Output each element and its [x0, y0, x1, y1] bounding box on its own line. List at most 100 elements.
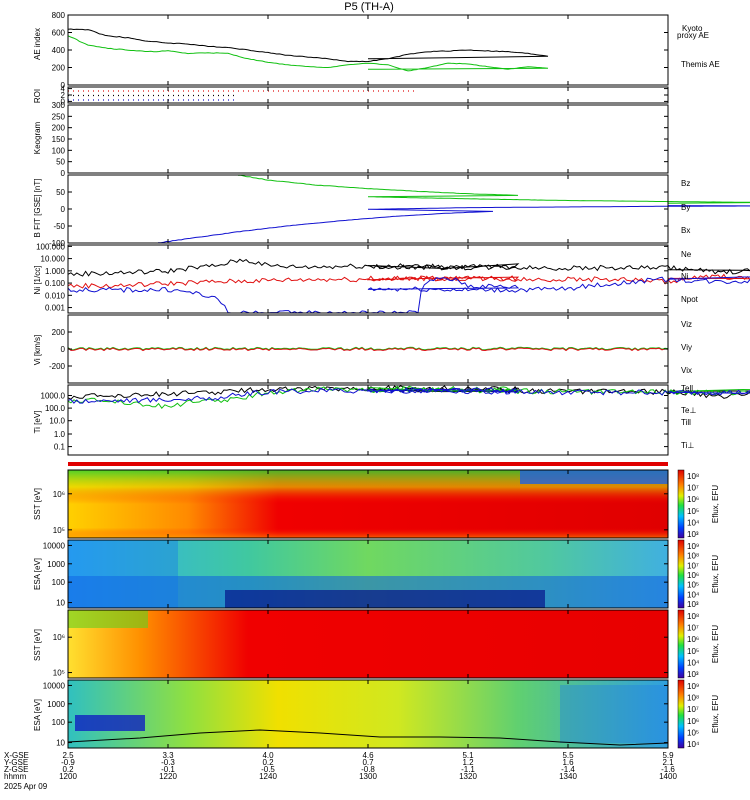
- esa_ion-ytick-label: 10: [56, 739, 65, 748]
- density-ytick-label: 100.000: [36, 242, 65, 251]
- sst_electron-ytick-label: 10⁵: [53, 526, 65, 535]
- time-axis-xgse-value: 5.9: [662, 751, 674, 760]
- time-axis-row-label: hhmm: [4, 772, 27, 781]
- time-axis-hhmm-value: 1220: [159, 772, 177, 781]
- time-axis-zgse-value: -0.1: [161, 765, 175, 774]
- chart-marks: [67, 28, 750, 746]
- esa_electron-ytick-label: 10000: [43, 541, 66, 550]
- sst_ion-colorbar-tick: 10⁶: [687, 635, 699, 644]
- velocity-legend-item: Viz: [681, 320, 692, 329]
- esa_electron-ytick-label: 10: [56, 599, 65, 608]
- ae-legend-item: Themis AE: [681, 60, 720, 69]
- roi-ytick-label: 4: [61, 85, 66, 94]
- time-axis-xgse-value: 3.3: [162, 751, 174, 760]
- ae-ytick-label: 600: [52, 29, 66, 38]
- velocity-legend-item: Vix: [681, 366, 692, 375]
- keogram-ytick-label: 50: [56, 158, 65, 167]
- esa_electron-colorbar-tick: 10⁹: [687, 542, 699, 551]
- esa_electron-colorbar-tick: 10⁵: [687, 581, 699, 590]
- esa_ion-colorbar: [677, 679, 685, 749]
- sst_ion-spectrogram: [68, 610, 668, 678]
- sst_ion-ylabel: SST [eV]: [33, 629, 42, 661]
- esa_electron-colorbar-label: Eflux, EFU: [711, 555, 720, 593]
- sst_ion-colorbar-tick: 10⁴: [687, 658, 700, 667]
- esa_ion-colorbar-tick: 10⁹: [687, 682, 699, 691]
- time-axis-xgse-value: 5.1: [462, 751, 474, 760]
- keogram-frame: [67, 104, 669, 174]
- bfield-series-bx: [158, 205, 750, 244]
- esa_ion-ylabel: ESA [eV]: [33, 699, 42, 731]
- velocity-ytick-label: 0: [61, 345, 66, 354]
- bfield-ytick-label: -100: [49, 239, 66, 248]
- time-axis-zgse-value: -1.4: [561, 765, 575, 774]
- keogram-ytick-label: 300: [52, 101, 66, 110]
- temperature-series-till: [67, 385, 750, 409]
- esa-ion-low-band: [75, 715, 145, 731]
- temperature-ytick-label: 0.1: [54, 443, 66, 452]
- sst_ion-ytick-label: 10⁵: [53, 669, 65, 678]
- esa_ion-ytick-label: 1000: [47, 700, 65, 709]
- time-axis-ygse-value: -0.9: [61, 758, 75, 767]
- time-axis-row-label: Z-GSE: [4, 765, 28, 774]
- sst_electron-colorbar-tick: 10⁷: [687, 484, 699, 493]
- sst_ion-ytick-label: 10⁶: [53, 633, 65, 642]
- ae-legend-item: proxy AE: [677, 31, 709, 40]
- velocity-series-viy: [67, 346, 669, 351]
- esa_ion-colorbar-label: Eflux, EFU: [711, 695, 720, 733]
- esa_electron-colorbar: [677, 539, 685, 609]
- time-axis-row-label: 2025 Apr 09: [4, 782, 48, 791]
- time-axis-ygse-value: 1.2: [462, 758, 474, 767]
- esa_electron-ytick-label: 1000: [47, 560, 65, 569]
- esa-electron-dark-band: [225, 590, 545, 608]
- bfield-legend-item: Bz: [681, 179, 690, 188]
- ae-ylabel: AE index: [33, 28, 42, 60]
- density-legend-item: Ni: [681, 272, 689, 281]
- esa_electron-ylabel: ESA [eV]: [33, 558, 42, 590]
- keogram-ytick-label: 200: [52, 124, 66, 133]
- density-series-npot: [67, 276, 750, 314]
- esa_ion-colorbar-tick: 10⁷: [687, 705, 699, 714]
- time-axis-zgse-value: -1.1: [461, 765, 475, 774]
- temperature-ytick-label: 100.0: [45, 404, 66, 413]
- velocity-ytick-label: 200: [52, 328, 66, 337]
- time-axis-ygse-value: -0.3: [161, 758, 175, 767]
- esa_ion-colorbar-tick: 10⁴: [687, 740, 700, 749]
- esa_electron-colorbar-tick: 10⁷: [687, 561, 699, 570]
- time-axis-row-label: X-GSE: [4, 751, 29, 760]
- temperature-legend-item: Te⊥: [681, 406, 696, 415]
- keogram-ytick-label: 100: [52, 146, 66, 155]
- sst-electron-high-band: [520, 470, 668, 484]
- keogram-ytick-label: 0: [61, 169, 66, 178]
- sst-ion-left-band: [68, 610, 148, 628]
- time-axis-xgse-value: 4.0: [262, 751, 274, 760]
- time-axis-hhmm-value: 1240: [259, 772, 277, 781]
- temperature-legend-item: Till: [681, 418, 691, 427]
- density-ytick-label: 0.100: [45, 279, 66, 288]
- density-ytick-label: 0.010: [45, 291, 66, 300]
- time-axis-xgse-value: 4.6: [362, 751, 374, 760]
- temperature-legend-item: Tell: [681, 384, 693, 393]
- time-axis-hhmm-value: 1340: [559, 772, 577, 781]
- temperature-series-ti-: [67, 387, 750, 404]
- esa_ion-ytick-label: 10000: [43, 681, 66, 690]
- ae-series-kyoto-proxy-ae: [67, 35, 549, 72]
- keogram-ytick-label: 150: [52, 135, 66, 144]
- panel-frames: [67, 14, 669, 749]
- velocity-series-viz: [67, 347, 669, 352]
- time-axis-zgse-value: 0.2: [62, 765, 74, 774]
- esa_electron-colorbar-tick: 10⁴: [687, 590, 700, 599]
- temperature-legend-item: Ti⊥: [681, 441, 694, 450]
- sst_ion-colorbar-tick: 10³: [687, 670, 699, 679]
- sst_electron-colorbar-tick: 10³: [687, 530, 699, 539]
- velocity-ylabel: Vi [km/s]: [33, 335, 42, 366]
- time-axis-hhmm-value: 1320: [459, 772, 477, 781]
- keogram-ytick-label: 250: [52, 112, 66, 121]
- sst_ion-colorbar-label: Eflux, EFU: [711, 625, 720, 663]
- ae-legend-item: Kyoto: [682, 24, 703, 33]
- sst_ion-colorbar-tick: 10⁵: [687, 647, 699, 656]
- sst_electron-colorbar-tick: 10⁸: [687, 472, 699, 481]
- temperature-ytick-label: 1000.0: [41, 392, 66, 401]
- sst_electron-colorbar-label: Eflux, EFU: [711, 485, 720, 523]
